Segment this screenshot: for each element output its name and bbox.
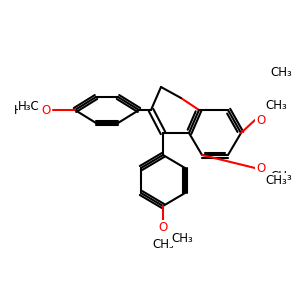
Text: CH₃: CH₃	[152, 238, 174, 251]
Text: O: O	[256, 113, 265, 127]
Text: CH₃: CH₃	[270, 65, 292, 79]
Text: CH₃: CH₃	[270, 169, 292, 182]
Text: O: O	[158, 221, 168, 234]
Text: O: O	[42, 103, 51, 116]
Text: H₃C: H₃C	[14, 103, 36, 116]
Text: H₃C: H₃C	[18, 100, 40, 113]
Text: CH₃: CH₃	[265, 99, 287, 112]
Text: CH₃: CH₃	[265, 174, 287, 187]
Text: O: O	[256, 161, 265, 175]
Text: CH₃: CH₃	[171, 232, 193, 245]
